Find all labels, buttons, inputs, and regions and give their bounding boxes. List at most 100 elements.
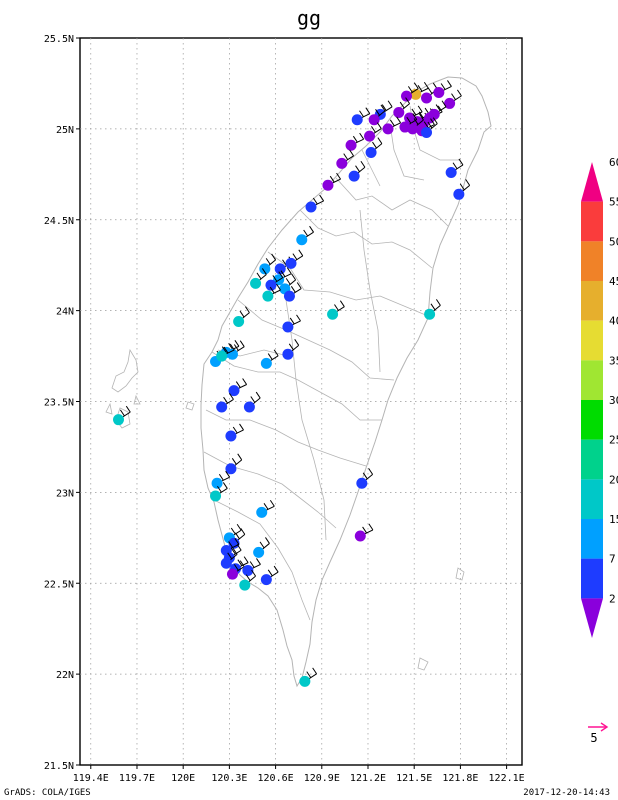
- station-dot: [260, 574, 272, 586]
- wind-barb: [459, 183, 465, 191]
- station-dot: [283, 290, 295, 302]
- wind-barb: [240, 528, 246, 535]
- colorbar-swatch: [581, 479, 603, 519]
- colorbar-label: 25: [609, 434, 618, 447]
- wind-barb: [309, 225, 314, 233]
- wind-barb: [451, 93, 456, 100]
- station-dot: [225, 430, 237, 442]
- wind-barb: [336, 172, 341, 180]
- station-marker: [259, 253, 277, 275]
- wind-barb: [221, 346, 227, 353]
- wind-barb: [419, 113, 424, 121]
- wind-barb: [349, 149, 355, 157]
- wind-barb: [256, 558, 261, 565]
- wind-barb: [276, 283, 281, 291]
- wind-barb: [298, 249, 304, 257]
- station-marker: [336, 149, 355, 169]
- wind-barb: [265, 537, 270, 544]
- station-marker: [228, 378, 248, 397]
- station-dot: [282, 348, 294, 360]
- station-dot: [400, 90, 412, 102]
- wind-barb: [289, 317, 295, 325]
- wind-barb: [273, 349, 279, 357]
- wind-barb: [234, 532, 240, 540]
- station-marker: [368, 104, 386, 126]
- station-marker: [322, 172, 341, 191]
- wind-barb: [343, 153, 349, 160]
- wind-barb: [360, 160, 366, 168]
- wind-barb: [233, 564, 239, 571]
- wind-barb: [242, 378, 248, 385]
- station-dot: [228, 385, 240, 397]
- station-dot: [285, 257, 297, 269]
- wind-barb: [352, 135, 358, 143]
- station-dot: [220, 557, 232, 569]
- station-marker: [260, 565, 279, 586]
- station-dot: [365, 147, 377, 159]
- station-dot: [453, 188, 465, 200]
- wind-barb: [435, 299, 441, 306]
- colorbar-swatch: [581, 598, 603, 638]
- wind-barb: [412, 113, 418, 120]
- wind-barb: [362, 472, 368, 480]
- wind-barb: [296, 282, 302, 289]
- wind-barb: [239, 310, 245, 318]
- x-tick-label: 120.3E: [211, 773, 247, 784]
- wind-barb: [271, 253, 277, 261]
- x-tick-label: 121.2E: [350, 773, 386, 784]
- station-dot: [354, 530, 366, 542]
- wind-barb: [292, 253, 298, 260]
- wind-barb: [267, 569, 273, 577]
- station-dot: [259, 263, 271, 275]
- station-marker: [282, 314, 301, 333]
- station-dot: [428, 108, 440, 120]
- colorbar-swatch: [581, 519, 603, 559]
- station-marker: [345, 132, 365, 151]
- wind-barb: [447, 80, 452, 87]
- station-dot: [262, 290, 274, 302]
- station-dot: [351, 114, 363, 126]
- station-marker: [428, 100, 447, 120]
- wind-barb: [417, 85, 423, 92]
- station-marker: [265, 271, 284, 291]
- wind-barb: [456, 89, 462, 97]
- station-marker: [226, 560, 245, 580]
- station-dot: [368, 114, 380, 126]
- wind-barb: [223, 346, 229, 354]
- wind-barb: [413, 118, 419, 125]
- wind-barb: [236, 523, 242, 531]
- wind-barb: [372, 141, 377, 149]
- wind-barb: [407, 86, 413, 93]
- wind-barb: [227, 552, 233, 560]
- colorbar-label: 45: [609, 275, 618, 288]
- station-marker: [364, 122, 382, 142]
- station-dot: [226, 568, 238, 580]
- wind-barb: [228, 541, 234, 548]
- wind-barb: [376, 122, 382, 129]
- reference-vector-label: 5: [590, 731, 597, 745]
- station-dot: [210, 490, 222, 502]
- colorbar-label: 20: [609, 473, 618, 486]
- wind-barb: [239, 340, 245, 347]
- wind-barb: [432, 117, 438, 124]
- wind-barb: [285, 278, 291, 285]
- station-marker: [242, 558, 261, 577]
- x-tick-label: 120.9E: [304, 773, 340, 784]
- wind-barb: [312, 667, 318, 675]
- station-dot: [322, 179, 334, 191]
- x-axis-ticks: 119.4E 119.7E 120E 120.3E 120.6E 120.9E 121.2E…: [73, 765, 525, 784]
- wind-barb: [280, 270, 286, 277]
- station-markers: [113, 80, 471, 687]
- wind-barb: [371, 126, 376, 133]
- wind-barb: [234, 538, 240, 545]
- station-dot: [260, 357, 272, 369]
- wind-barb: [239, 423, 244, 431]
- wind-barb: [430, 118, 435, 125]
- colorbar-label: 50: [609, 235, 618, 248]
- station-marker: [365, 137, 383, 159]
- colorbar-swatch: [581, 320, 603, 361]
- wind-barb: [427, 121, 433, 129]
- wind-barb: [222, 482, 228, 489]
- wind-barb: [368, 523, 374, 531]
